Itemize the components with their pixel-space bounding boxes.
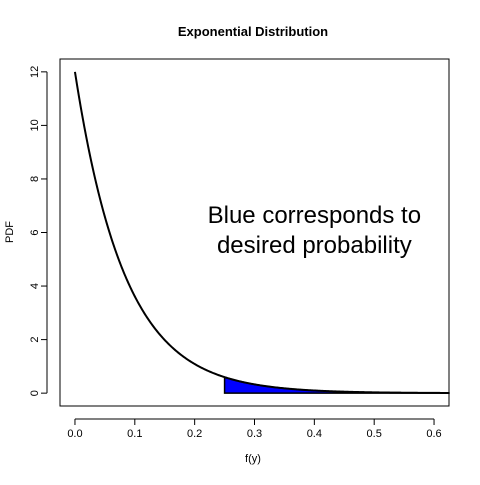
- x-axis-label: f(y): [245, 453, 261, 465]
- y-tick-label: 8: [29, 176, 41, 182]
- x-tick-label: 0.2: [187, 428, 202, 440]
- x-tick-label: 0.3: [247, 428, 262, 440]
- x-tick-label: 0.5: [367, 428, 382, 440]
- y-tick-label: 2: [29, 337, 41, 343]
- x-tick-label: 0.6: [426, 428, 441, 440]
- y-tick-label: 4: [29, 283, 41, 289]
- y-tick-label: 0: [29, 390, 41, 396]
- plot-frame: [59, 58, 450, 407]
- y-tick-label: 12: [29, 66, 41, 78]
- x-tick-label: 0.1: [127, 428, 142, 440]
- chart-title: Exponential Distribution: [178, 24, 328, 39]
- x-tick-label: 0.4: [307, 428, 322, 440]
- pdf-curve-line: [73, 71, 449, 394]
- x-tick-label: 0.0: [67, 428, 82, 440]
- y-tick-label: 6: [29, 229, 41, 235]
- plot-area: 0.0 0.1 0.2 0.3 0.4 0.5 0.6 0 2 4 6 8 10 12 Blue corre…: [29, 58, 450, 440]
- annotation-text: Blue corresponds to: [208, 202, 421, 229]
- annotation-text: desired probability: [217, 232, 412, 259]
- y-axis-label: PDF: [4, 221, 16, 243]
- y-tick-label: 10: [29, 119, 41, 131]
